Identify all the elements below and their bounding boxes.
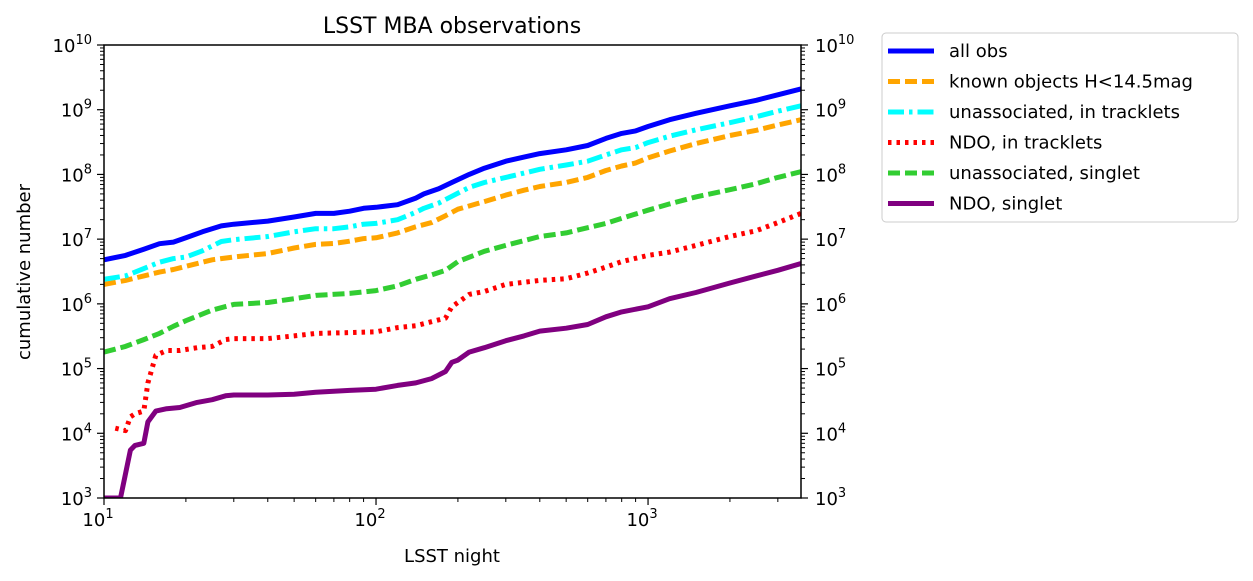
series-line-2 — [104, 103, 801, 282]
series-line-4 — [104, 169, 801, 355]
plot-lines — [104, 86, 801, 498]
legend-label-0: all obs — [949, 41, 1008, 62]
y-tick-label-left: 103 — [61, 486, 92, 510]
y-tick-label-left: 107 — [61, 227, 92, 251]
y-tick-label-right: 105 — [815, 357, 846, 381]
series-line-5 — [104, 261, 801, 498]
y-tick-label-right: 109 — [815, 98, 846, 122]
legend: all obs known objects H<14.5mag unassociat… — [881, 32, 1239, 223]
legend-label-4: unassociated, singlet — [949, 163, 1140, 184]
axes: 101 102 103 103 103 104 104 105 105 106 106 107 107 1… — [53, 33, 855, 531]
legend-label-3: NDO, in tracklets — [949, 133, 1102, 154]
y-tick-label-right: 1010 — [815, 33, 854, 57]
legend-label-1: known objects H<14.5mag — [949, 72, 1193, 93]
y-tick-label-right: 106 — [815, 292, 846, 316]
chart-title: LSST MBA observations — [323, 14, 581, 39]
y-tick-label-left: 104 — [61, 421, 92, 445]
legend-label-2: unassociated, in tracklets — [949, 102, 1180, 123]
y-tick-label-left: 109 — [61, 98, 92, 122]
y-tick-label-left: 106 — [61, 292, 92, 316]
x-tick-label: 103 — [626, 507, 657, 531]
y-tick-label-left: 105 — [61, 357, 92, 381]
legend-frame — [881, 32, 1239, 223]
plot-frame — [103, 44, 802, 499]
x-tick-label: 102 — [354, 507, 385, 531]
x-axis-label: LSST night — [404, 546, 500, 567]
y-tick-label-left: 1010 — [53, 33, 92, 57]
series-line-0 — [104, 86, 801, 263]
y-tick-label-right: 104 — [815, 421, 846, 445]
legend-label-5: NDO, singlet — [949, 194, 1062, 215]
y-tick-label-right: 108 — [815, 162, 846, 186]
series-line-1 — [104, 117, 801, 287]
y-tick-label-left: 108 — [61, 162, 92, 186]
y-tick-label-right: 103 — [815, 486, 846, 510]
y-axis-label: cumulative number — [14, 183, 35, 360]
y-tick-label-right: 107 — [815, 227, 846, 251]
x-tick-label: 101 — [82, 507, 113, 531]
